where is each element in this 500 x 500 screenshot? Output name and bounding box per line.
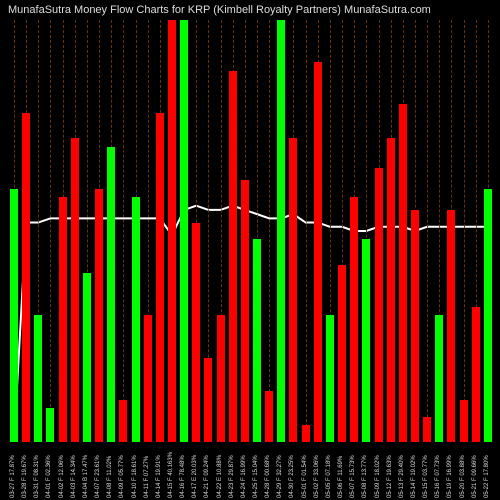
money-flow-bar xyxy=(46,408,54,442)
gridline xyxy=(464,20,465,442)
money-flow-bar xyxy=(265,391,273,442)
money-flow-bar xyxy=(472,307,480,442)
x-label: 04-10 F 18.61% xyxy=(132,455,138,498)
money-flow-bar xyxy=(168,20,176,442)
x-label: 03-27 F 17.87% xyxy=(10,455,16,498)
x-label: 05-06 F 11.69% xyxy=(338,456,344,498)
money-flow-bar xyxy=(423,417,431,442)
plot-area xyxy=(10,20,496,442)
x-label: 04-11 F 07.27% xyxy=(144,456,150,498)
money-flow-bar xyxy=(34,315,42,442)
money-flow-bar xyxy=(204,358,212,442)
money-flow-bar xyxy=(192,223,200,442)
money-flow-bar xyxy=(326,315,334,442)
x-label: 04-21 F 09.24% xyxy=(204,455,210,498)
gridline xyxy=(269,20,270,442)
money-flow-bar xyxy=(435,315,443,442)
x-label: 04-14 F 19.91% xyxy=(156,455,162,498)
money-flow-bar xyxy=(59,197,67,442)
x-label: 04-28 F 00.68% xyxy=(265,455,271,498)
x-label: 04-08 F 11.02% xyxy=(107,456,113,498)
x-label: 04-22 E 10.88% xyxy=(217,455,223,498)
money-flow-bar xyxy=(83,273,91,442)
x-label: 05-09 F 18.02% xyxy=(375,455,381,498)
money-flow-bar xyxy=(302,425,310,442)
money-flow-bar xyxy=(95,189,103,442)
money-flow-bar xyxy=(144,315,152,442)
money-flow-bar xyxy=(289,138,297,442)
x-label: 04-25 F 15.04% xyxy=(253,455,259,498)
money-flow-bar xyxy=(180,20,188,442)
x-label: 05-07 F 15.73% xyxy=(350,455,356,498)
x-label: 04-02 F 12.06% xyxy=(59,455,65,498)
x-label: 05-16 F 07.73% xyxy=(435,455,441,498)
x-label: 05-02 F 33.06% xyxy=(314,455,320,498)
money-flow-bar xyxy=(338,265,346,442)
gridline xyxy=(306,20,307,442)
x-label: 04-29 F 32.27% xyxy=(277,455,283,498)
money-flow-bar xyxy=(399,104,407,442)
x-label: 03-28 F 19.67% xyxy=(22,455,28,498)
x-label: 04-04 B 17.47% xyxy=(83,455,89,498)
x-label: 04-09 F 05.77% xyxy=(119,455,125,498)
money-flow-bar xyxy=(156,113,164,442)
x-label: 04-16 F 78.48% xyxy=(180,455,186,498)
x-label: 05-13 F 29.40% xyxy=(399,455,405,498)
gridline xyxy=(427,20,428,442)
x-label: 04-23 F 29.87% xyxy=(229,455,235,498)
money-flow-bar xyxy=(229,71,237,442)
x-label: 04-17 E 20.03% xyxy=(192,455,198,498)
money-flow-bar xyxy=(71,138,79,442)
x-label: 05-08 F 13.77% xyxy=(362,455,368,498)
money-flow-bar xyxy=(350,197,358,442)
x-label: 05-19 F 16.99% xyxy=(447,455,453,498)
money-flow-bar xyxy=(447,210,455,442)
money-flow-bar xyxy=(460,400,468,442)
x-label: 04-24 F 16.99% xyxy=(241,455,247,498)
gridline xyxy=(50,20,51,442)
x-label: 04-03 F 14.34% xyxy=(71,455,77,498)
x-axis-labels: 03-27 F 17.87% 03-28 F 19.67% 03-31 F 08.3… xyxy=(10,442,496,500)
money-flow-bar xyxy=(119,400,127,442)
x-label: 05-05 F 07.18% xyxy=(326,455,332,498)
x-label: 04-01 F 02.36% xyxy=(46,455,52,498)
money-flow-bar xyxy=(375,168,383,442)
x-label: 05-01 F 01.54% xyxy=(302,455,308,498)
money-flow-bar xyxy=(253,239,261,442)
money-flow-bar xyxy=(411,210,419,442)
money-flow-bar xyxy=(241,180,249,442)
x-label: 05-14 F 19.02% xyxy=(411,455,417,498)
x-label: 05-22 F 17.80% xyxy=(484,455,490,498)
money-flow-bar xyxy=(217,315,225,442)
money-flow-bar xyxy=(314,62,322,442)
money-flow-bar xyxy=(362,239,370,442)
money-flow-bar xyxy=(484,189,492,442)
x-label: 04-15 F 40.163% xyxy=(168,452,174,498)
x-label: 03-31 F 08.31% xyxy=(34,455,40,498)
money-flow-bar xyxy=(132,197,140,442)
x-label: 04-30 F 23.25% xyxy=(289,455,295,498)
money-flow-bar xyxy=(10,189,18,442)
money-flow-bar xyxy=(22,113,30,442)
x-label: 05-21 F 09.66% xyxy=(472,455,478,498)
x-label: 05-15 F 03.77% xyxy=(423,455,429,498)
x-label: 05-20 F 03.88% xyxy=(460,455,466,498)
chart-title: MunafaSutra Money Flow Charts for KRP (K… xyxy=(8,4,492,16)
x-label: 04-07 F 23.61% xyxy=(95,455,101,498)
gridline xyxy=(123,20,124,442)
money-flow-bar xyxy=(277,20,285,442)
chart-container: MunafaSutra Money Flow Charts for KRP (K… xyxy=(0,0,500,500)
money-flow-bar xyxy=(107,147,115,442)
x-label: 05-12 F 19.63% xyxy=(387,455,393,498)
money-flow-bar xyxy=(387,138,395,442)
